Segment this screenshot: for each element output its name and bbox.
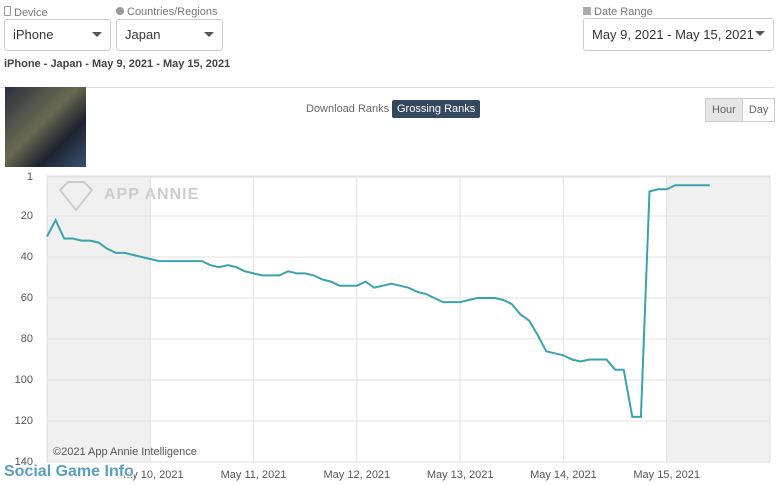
x-tick-label: May 14, 2021 xyxy=(530,469,597,481)
x-tick-label: May 11, 2021 xyxy=(221,469,287,481)
region-label-text: Countries/Regions xyxy=(127,6,218,18)
device-value: iPhone xyxy=(13,27,54,42)
date-label: Date Range xyxy=(583,6,653,18)
device-label-text: Device xyxy=(14,7,48,19)
region-label: Countries/Regions xyxy=(116,6,218,18)
y-tick-label: 100 xyxy=(15,374,33,386)
watermark-text: APP ANNIE xyxy=(104,186,199,203)
y-tick-label: 80 xyxy=(21,333,33,345)
watermark: APP ANNIE xyxy=(58,181,199,212)
y-tick-label: 120 xyxy=(15,415,33,427)
y-tick-label: 20 xyxy=(21,210,33,222)
divider xyxy=(0,87,775,88)
date-select[interactable]: May 9, 2021 - May 15, 2021 xyxy=(583,18,774,51)
region-select[interactable]: Japan xyxy=(116,19,223,51)
overlay-watermark: Social Game Info xyxy=(4,463,134,480)
plot-frame xyxy=(46,175,771,463)
download-ranks-tab[interactable]: Download Ranks xyxy=(306,103,390,115)
y-tick-label: 140 xyxy=(15,456,33,468)
granularity: Hour Day xyxy=(705,98,776,122)
date-label-text: Date Range xyxy=(594,6,653,18)
x-tick-label: May 15, 2021 xyxy=(633,469,700,481)
hour-button[interactable]: Hour xyxy=(705,98,743,122)
y-tick-label: 1 xyxy=(27,171,33,183)
app-icon xyxy=(5,87,86,167)
subtitle: iPhone - Japan - May 9, 2021 - May 15, 2… xyxy=(4,58,231,70)
grossing-ranks-tab[interactable]: Grossing Ranks xyxy=(392,100,481,118)
date-value: May 9, 2021 - May 15, 2021 xyxy=(592,27,754,42)
shade-right xyxy=(666,176,770,462)
day-button[interactable]: Day xyxy=(742,98,776,122)
x-tick-label: May 12, 2021 xyxy=(324,469,391,481)
device-select[interactable]: iPhone xyxy=(4,19,111,51)
x-tick-label: May 13, 2021 xyxy=(427,469,494,481)
shade-left xyxy=(47,176,150,462)
copyright: ©2021 App Annie Intelligence xyxy=(53,446,197,458)
device-label: Device xyxy=(4,6,48,19)
y-tick-label: 60 xyxy=(21,292,33,304)
x-tick-label: May 10, 2021 xyxy=(117,469,184,481)
rank-line xyxy=(46,184,710,418)
y-tick-label: 40 xyxy=(21,251,33,263)
region-value: Japan xyxy=(125,27,161,42)
